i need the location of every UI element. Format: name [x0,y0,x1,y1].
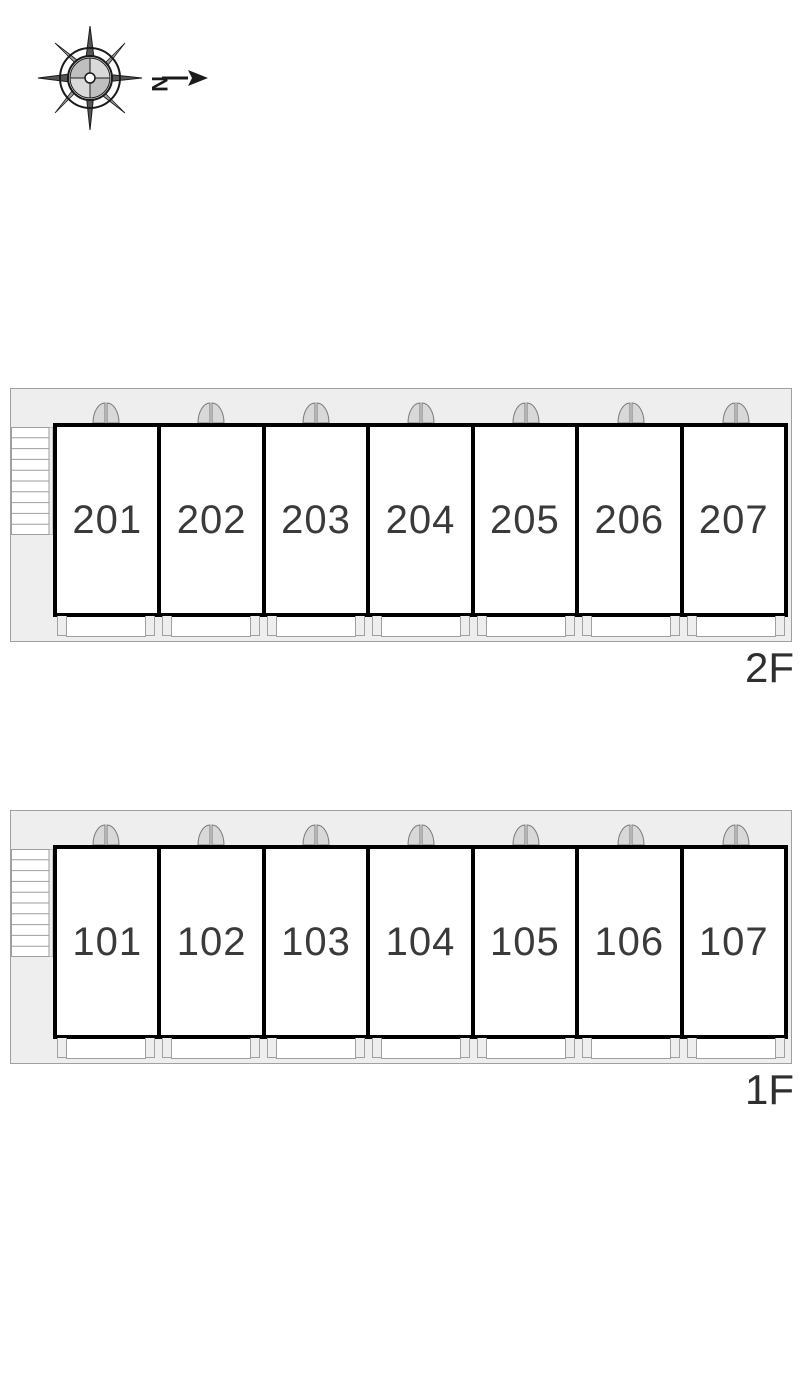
unit-cell: 203 [266,427,370,613]
unit-cell: 204 [370,427,474,613]
unit-number: 104 [386,920,456,965]
balcony-row [53,1039,788,1063]
balcony-icon [171,1039,251,1059]
door-icon [501,397,551,423]
units-row: 201 202 203 204 205 206 207 [53,423,788,617]
balcony-icon [381,617,461,637]
unit-cell: 104 [370,849,474,1035]
compass: N [30,18,210,138]
unit-cell: 103 [266,849,370,1035]
balcony-icon [486,617,566,637]
unit-cell: 201 [57,427,161,613]
unit-number: 105 [490,920,560,965]
unit-number: 101 [72,920,142,965]
door-row [53,397,788,423]
balcony-icon [276,617,356,637]
unit-cell: 106 [579,849,683,1035]
balcony-icon [591,1039,671,1059]
unit-number: 206 [594,498,664,543]
compass-icon: N [30,18,210,138]
door-icon [711,397,761,423]
door-icon [81,397,131,423]
door-icon [711,819,761,845]
unit-number: 201 [72,498,142,543]
unit-number: 106 [594,920,664,965]
floor-outline: 201 202 203 204 205 206 207 [10,388,792,642]
unit-number: 202 [177,498,247,543]
balcony-icon [696,1039,776,1059]
units-row: 101 102 103 104 105 106 107 [53,845,788,1039]
floor-outline: 101 102 103 104 105 106 107 [10,810,792,1064]
door-icon [291,397,341,423]
door-icon [81,819,131,845]
unit-number: 102 [177,920,247,965]
floor-label: 2F [745,644,794,692]
unit-cell: 205 [475,427,579,613]
balcony-icon [591,617,671,637]
balcony-icon [66,617,146,637]
unit-cell: 107 [684,849,784,1035]
unit-number: 107 [699,920,769,965]
unit-cell: 202 [161,427,265,613]
unit-cell: 101 [57,849,161,1035]
balcony-icon [171,617,251,637]
unit-cell: 207 [684,427,784,613]
balcony-icon [486,1039,566,1059]
floor-block-f2: 2012022032042052062072F [10,388,792,642]
balcony-icon [66,1039,146,1059]
door-icon [606,397,656,423]
door-icon [291,819,341,845]
balcony-row [53,617,788,641]
door-icon [186,397,236,423]
balcony-icon [276,1039,356,1059]
floorplan-canvas: N 201 202 203 204 205 206 207 2F [0,0,800,1373]
unit-cell: 102 [161,849,265,1035]
door-icon [501,819,551,845]
door-icon [186,819,236,845]
stairs-icon [11,849,53,957]
unit-number: 203 [281,498,351,543]
unit-number: 103 [281,920,351,965]
unit-number: 204 [386,498,456,543]
balcony-icon [381,1039,461,1059]
door-icon [396,397,446,423]
door-icon [396,819,446,845]
balcony-icon [696,617,776,637]
unit-cell: 105 [475,849,579,1035]
floor-label: 1F [745,1066,794,1114]
unit-number: 205 [490,498,560,543]
door-icon [606,819,656,845]
stairs-icon [11,427,53,535]
unit-cell: 206 [579,427,683,613]
floor-block-f1: 1011021031041051061071F [10,810,792,1064]
unit-number: 207 [699,498,769,543]
door-row [53,819,788,845]
